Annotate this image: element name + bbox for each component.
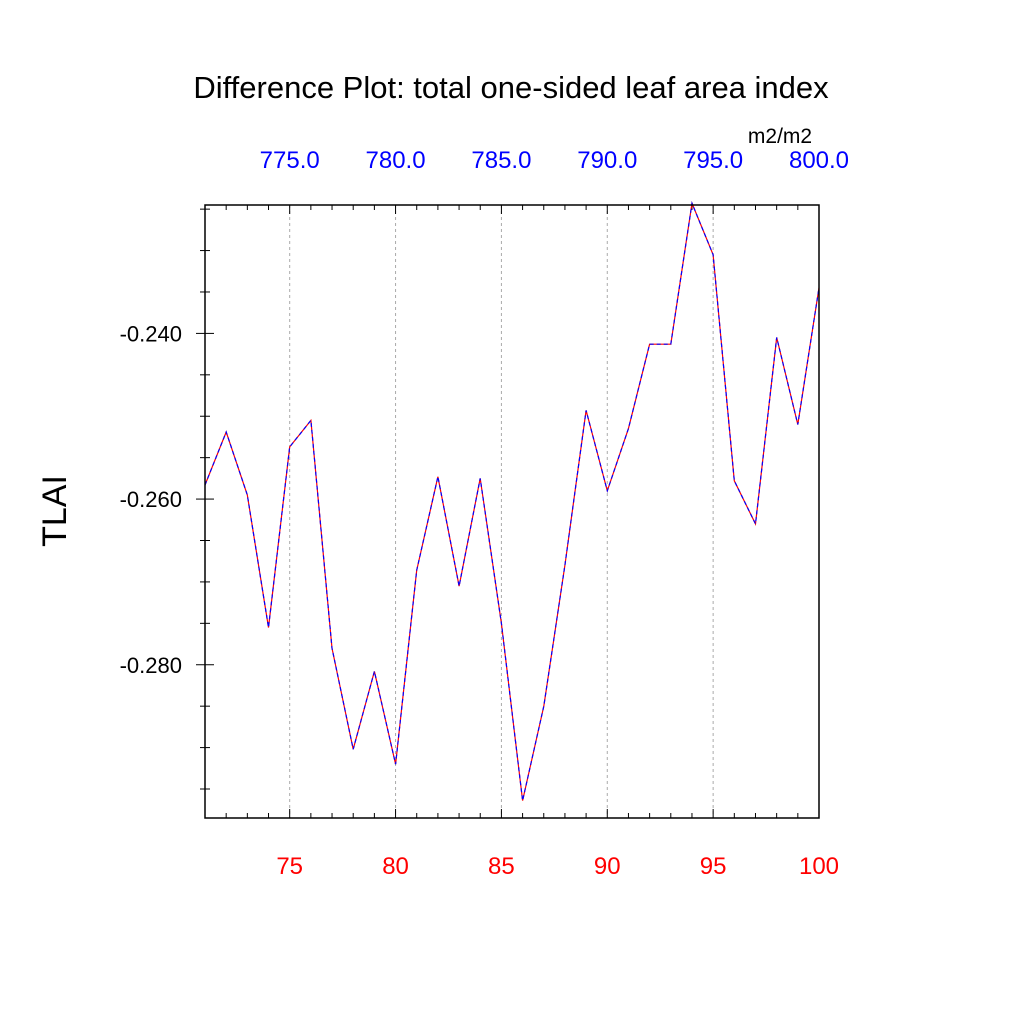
top-tick-label: 790.0 [577,147,637,174]
series-line-red [204,201,820,801]
y-axis-label: TLAI [36,475,74,547]
series-layer [204,201,820,801]
y-tick-label: -0.240 [120,321,182,346]
grid-lines [289,205,714,818]
x-tick-label: 90 [594,853,621,880]
top-tick-label: 800.0 [789,147,849,174]
x-tick-label: 95 [700,853,727,880]
y-tick-label: -0.260 [120,487,182,512]
top-tick-label: 785.0 [471,147,531,174]
tick-labels: 75 80 85 90 95 100 775.0 780.0 785.0 790.0 795.0 80… [120,147,849,880]
x-tick-label: 75 [276,853,303,880]
chart-title: Difference Plot: total one-sided leaf ar… [193,70,829,105]
x-tick-label: 100 [799,853,839,880]
x-tick-label: 80 [382,853,409,880]
series-line-blue [204,201,820,801]
y-tick-label: -0.280 [120,653,182,678]
units-label: m2/m2 [748,125,812,148]
tick-marks [196,205,820,818]
top-tick-label: 775.0 [260,147,320,174]
top-tick-label: 780.0 [366,147,426,174]
x-tick-label: 85 [488,853,515,880]
plot-frame [204,204,820,819]
top-tick-label: 795.0 [683,147,743,174]
